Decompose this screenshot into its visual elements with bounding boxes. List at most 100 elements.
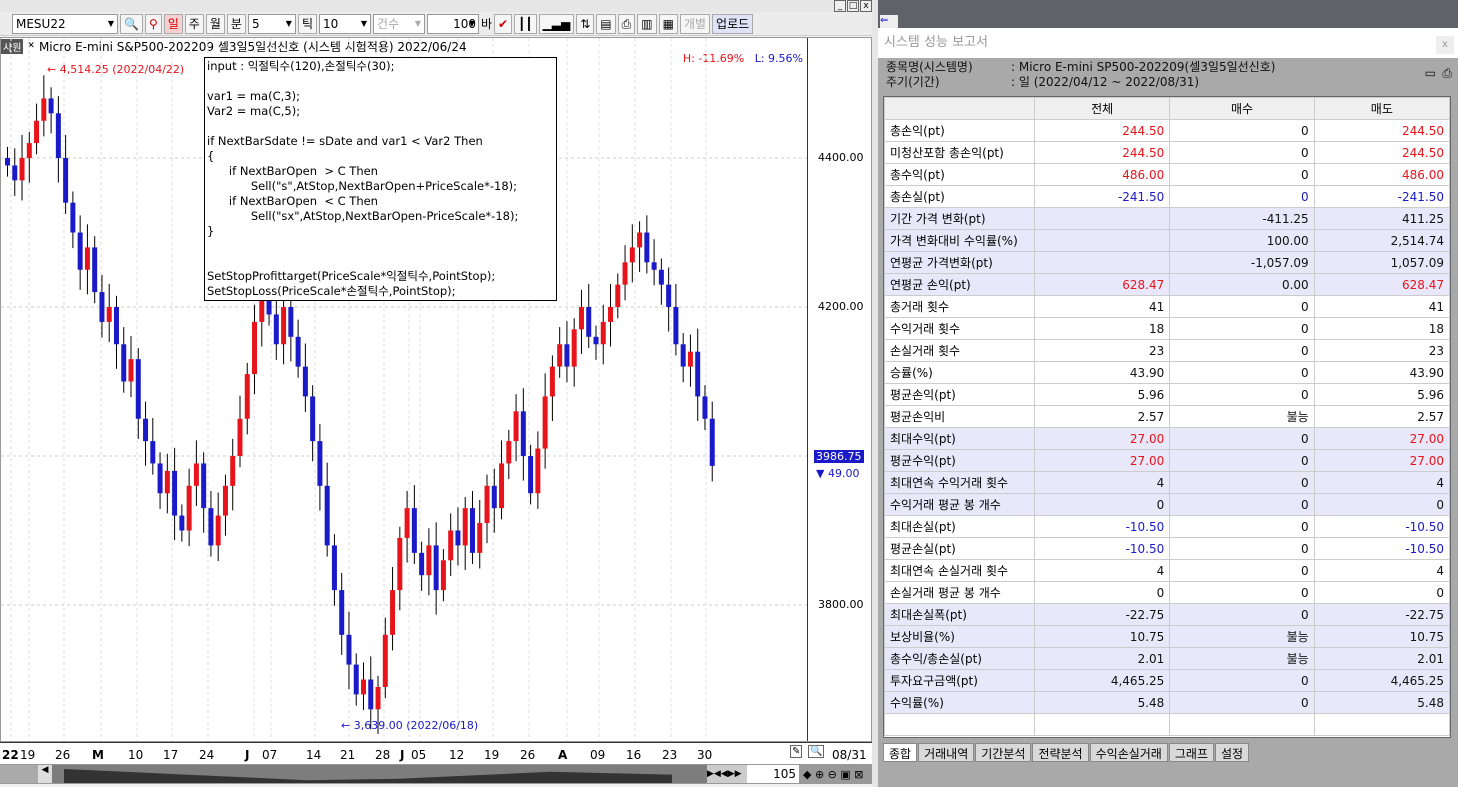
search-icon[interactable]: 🔍: [120, 13, 143, 34]
date-label: 19: [484, 748, 500, 762]
row-value: 0: [1169, 691, 1315, 714]
tab-4[interactable]: 수익손실거래: [1089, 743, 1168, 762]
high-note: 4,514.25 (2022/04/22): [59, 63, 185, 76]
row-value: 5.96: [1033, 383, 1171, 406]
row-value: 27.00: [1313, 427, 1451, 450]
upload-button[interactable]: 업로드: [712, 13, 754, 34]
zoom-controls-icon[interactable]: ◆ ⊕ ⊖ ▣ ⊠: [803, 767, 864, 781]
row-label: 평균수익(pt): [884, 449, 1035, 472]
row-value: 0: [1169, 603, 1315, 626]
y-label: 3800.00: [818, 598, 864, 611]
date-label: 09: [590, 748, 606, 762]
row-value: 244.50: [1033, 141, 1171, 164]
report-toggle-icon[interactable]: ⇐: [880, 15, 898, 29]
candle: [440, 549, 446, 602]
month-button[interactable]: 월: [205, 13, 225, 34]
minimize-icon[interactable]: _: [834, 0, 846, 12]
candle: [658, 258, 664, 305]
candle: [404, 491, 410, 563]
scroll-handle-icon[interactable]: [0, 765, 38, 783]
maximize-icon[interactable]: □: [847, 0, 859, 12]
search-add-icon[interactable]: ⚲: [144, 13, 162, 34]
row-label: 최대손실폭(pt): [884, 603, 1035, 626]
date-label: A: [558, 748, 568, 762]
date-label: 21: [340, 748, 356, 762]
candle: [295, 319, 301, 378]
row-value: 27.00: [1033, 427, 1171, 450]
date-axis: ✎ 🔍 08/31 22 19 26 M 10 17 24 J 07 14 21 28 J 05 12 19 2…: [0, 742, 872, 764]
report-icon[interactable]: ▥: [637, 13, 657, 34]
table-row: 평균손익비 2.57 불능 2.57: [884, 405, 1451, 428]
table-row: 최대연속 수익거래 횟수 4 0 4: [884, 471, 1451, 494]
count-select[interactable]: 건수: [372, 13, 425, 34]
save-icon[interactable]: ▭: [1424, 66, 1436, 80]
tab-1[interactable]: 거래내역: [918, 743, 975, 762]
candle: [310, 385, 316, 462]
row-value: 0: [1169, 339, 1315, 362]
tab-0[interactable]: 종합: [883, 743, 918, 762]
report-title: 시스템 성능 보고서: [884, 35, 988, 50]
date-label: 19: [20, 748, 36, 762]
candle: [455, 507, 461, 566]
grid-icon[interactable]: ▦: [658, 13, 678, 34]
tick-select[interactable]: 10: [318, 13, 371, 34]
report-info: 종목명(시스템명): Micro E-mini SP500-202209(셀3일…: [878, 58, 1458, 94]
pencil-icon[interactable]: ✎: [790, 745, 803, 758]
check-icon[interactable]: ✔: [494, 13, 513, 34]
table-row: 최대손실(pt) -10.50 0 -10.50: [884, 515, 1451, 538]
week-button[interactable]: 주: [184, 13, 204, 34]
candle: [324, 462, 330, 557]
chart-area[interactable]: 사원 ✕ Micro E-mini S&P500-202209 셀3일5일선신호 (…: [0, 37, 872, 742]
sort-icon[interactable]: ⇅: [576, 13, 595, 34]
current-sub: ▼ 49.00: [816, 467, 860, 480]
close-chart-icon[interactable]: ✕: [27, 41, 35, 51]
current-price: 3986.75: [814, 450, 864, 463]
candle: [331, 534, 337, 606]
symbol-select[interactable]: MESU22: [12, 13, 118, 34]
day-button[interactable]: 일: [163, 13, 183, 34]
col-header: 전체: [1033, 97, 1171, 120]
tick-button[interactable]: 틱: [297, 13, 317, 34]
scroll-nav-buttons[interactable]: ▶◀◀▶▶: [707, 765, 747, 783]
print-icon[interactable]: ⎙: [617, 13, 636, 34]
row-value: 2.01: [1033, 647, 1171, 670]
table-row: 총거래 횟수 41 0 41: [884, 295, 1451, 318]
date-label: 12: [449, 748, 465, 762]
minute-button[interactable]: 분: [226, 13, 246, 34]
candle: [230, 438, 236, 511]
report-close-icon[interactable]: x: [1436, 36, 1454, 54]
tab-2[interactable]: 기간분석: [975, 743, 1032, 762]
tab-5[interactable]: 그래프: [1168, 743, 1214, 762]
table-row: 기간 가격 변화(pt) -411.25 411.25: [884, 207, 1451, 230]
close-icon[interactable]: x: [860, 0, 872, 12]
zoom-icon[interactable]: 🔍: [808, 745, 825, 758]
row-label: 최대연속 수익거래 횟수: [884, 471, 1035, 494]
candle: [651, 239, 657, 286]
candle: [411, 485, 417, 565]
row-label: 연평균 손익(pt): [884, 273, 1035, 296]
row-value: -10.50: [1033, 515, 1171, 538]
bar-chart-icon[interactable]: ┃┃: [514, 13, 537, 34]
minute-select[interactable]: 5: [247, 13, 296, 34]
splitter[interactable]: [872, 0, 878, 787]
scroll-left-button[interactable]: ◀: [38, 765, 52, 783]
scrollbar[interactable]: ◀ ▶◀◀▶▶ 105 ◆ ⊕ ⊖ ▣ ⊠: [0, 764, 872, 784]
candle: [179, 504, 185, 542]
row-value: [1033, 229, 1171, 252]
candle: [586, 283, 592, 348]
bar-count-input[interactable]: 105: [747, 765, 799, 783]
count-input[interactable]: 100: [426, 13, 479, 34]
row-value: 486.00: [1033, 163, 1171, 186]
document-icon[interactable]: ▤: [596, 13, 616, 34]
candle: [615, 273, 621, 319]
date-label: 26: [520, 748, 536, 762]
row-value: -411.25: [1169, 207, 1315, 230]
candle: [317, 423, 323, 511]
print-icon[interactable]: ⎙: [1442, 66, 1452, 80]
bars-icon[interactable]: ▁▃▅: [538, 13, 575, 34]
table-row: 수익거래 횟수 18 0 18: [884, 317, 1451, 340]
tab-6[interactable]: 설정: [1214, 743, 1250, 762]
individual-button[interactable]: 개별: [679, 13, 711, 34]
tab-3[interactable]: 전략분석: [1032, 743, 1089, 762]
overview-track[interactable]: [52, 765, 707, 783]
